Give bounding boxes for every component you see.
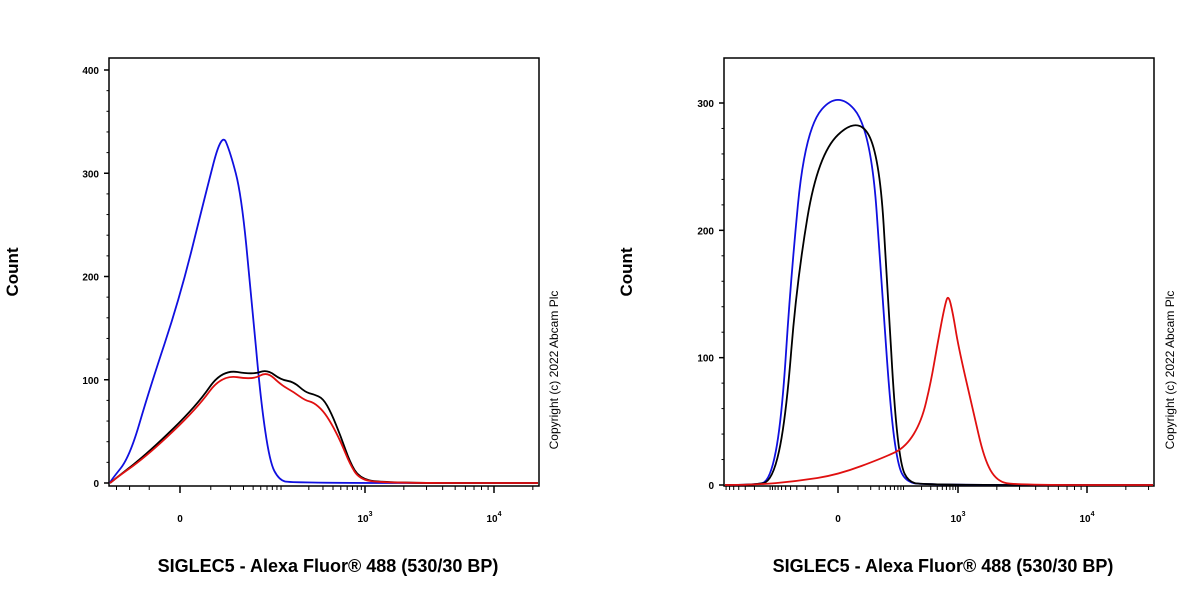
x-ticks-left: 0 103 104 <box>116 486 534 525</box>
y-tick-label: 100 <box>82 376 99 387</box>
histogram-series-line <box>724 98 1153 486</box>
x-tick-label: 103 <box>950 511 965 525</box>
x-tick-label: 0 <box>835 514 841 525</box>
y-ticks-right: 0 100 200 300 <box>697 99 724 492</box>
x-tick-label: 104 <box>1079 511 1094 525</box>
copyright-left: Copyright (c) 2022 Abcam Plc <box>547 291 561 450</box>
y-ticks-left: 0 100 200 300 400 <box>82 66 109 490</box>
y-tick-label: 300 <box>82 169 99 180</box>
y-tick-label: 200 <box>82 273 99 284</box>
histogram-series-line <box>109 138 538 484</box>
x-axis-label-left: SIGLEC5 - Alexa Fluor® 488 (530/30 BP) <box>158 556 499 576</box>
plot-frame-left <box>108 57 540 487</box>
y-tick-label: 0 <box>708 481 714 492</box>
x-tick-label: 103 <box>357 511 372 525</box>
y-axis-label-left: Count <box>3 247 22 296</box>
histogram-series-line <box>724 124 1153 486</box>
x-ticks-right: 0 103 104 <box>725 486 1150 525</box>
series-left <box>109 138 538 484</box>
y-tick-label: 300 <box>697 99 714 110</box>
x-tick-label: 0 <box>177 514 183 525</box>
y-tick-label: 400 <box>82 66 99 77</box>
histogram-series-line <box>724 296 1153 486</box>
series-right <box>724 98 1153 486</box>
plot-frame-right <box>723 57 1155 487</box>
x-tick-label: 104 <box>486 511 501 525</box>
y-tick-label: 0 <box>93 479 99 490</box>
histogram-series-line <box>109 373 538 484</box>
x-axis-label-right: SIGLEC5 - Alexa Fluor® 488 (530/30 BP) <box>773 556 1114 576</box>
y-axis-label-right: Count <box>617 247 636 296</box>
copyright-right: Copyright (c) 2022 Abcam Plc <box>1163 291 1177 450</box>
chart-panel-left: 0 100 200 300 400 0 103 104 Count SIGLEC5 - Al… <box>3 57 561 576</box>
histogram-series-line <box>109 370 538 484</box>
chart-panel-right: 0 100 200 300 0 103 104 Count SIGLEC5 - Alexa… <box>617 57 1177 576</box>
y-tick-label: 100 <box>697 354 714 365</box>
y-tick-label: 200 <box>697 226 714 237</box>
